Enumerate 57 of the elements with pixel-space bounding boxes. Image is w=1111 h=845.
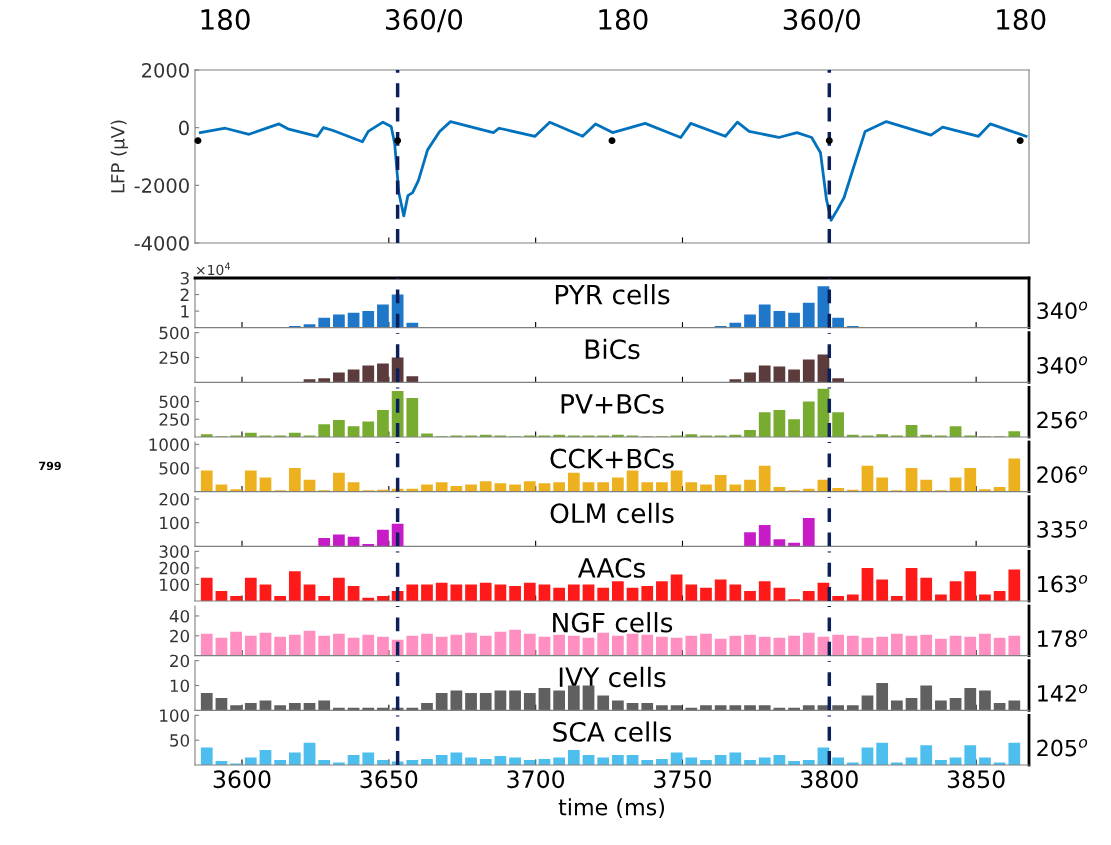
y-tick-label: 1000: [149, 438, 190, 451]
y-tick-label: 20: [170, 629, 190, 643]
y-tick-label: 500: [159, 461, 190, 475]
text: 256$^{o}$: [1037, 410, 1088, 429]
y-tick-label: 250: [159, 413, 190, 426]
text: 206$^{o}$: [1037, 465, 1088, 484]
y-tick-label: 100: [160, 516, 190, 530]
text: 178$^{o}$: [1038, 629, 1088, 648]
y-tick-label: 0: [179, 120, 189, 136]
x-tick-label: 3850: [947, 770, 1005, 789]
x-axis-title: time (ms): [558, 798, 665, 819]
chart-title: IVY cells: [559, 666, 666, 688]
text: 360/0: [386, 9, 463, 33]
text: 163$^{o}$: [1038, 574, 1088, 593]
x-tick-label: 3800: [801, 770, 858, 789]
y-tick-label: 100: [160, 709, 190, 722]
text: 340$^{o}$: [1037, 301, 1088, 320]
chart-title: BiCs: [585, 338, 640, 360]
text: 360/0: [783, 9, 860, 33]
text: ×10$^{4}$: [196, 262, 231, 276]
chart-title: PYR cells: [555, 284, 670, 305]
chart-title: AACs: [577, 557, 645, 578]
y-tick-label: 2: [180, 288, 189, 301]
text: 142$^{o}$: [1038, 684, 1088, 702]
y-tick-label: 100: [160, 578, 190, 592]
text: 180: [599, 9, 648, 31]
y-tick-label: 2000: [142, 62, 189, 78]
y-tick-label: 500: [159, 395, 190, 409]
text: 180: [997, 9, 1046, 31]
x-tick-label: 3650: [360, 770, 418, 789]
text: 205$^{o}$: [1037, 738, 1088, 757]
chart-title: PV+BCs: [561, 393, 664, 414]
y-tick-label: 10: [170, 679, 190, 693]
text: 180: [201, 9, 250, 31]
chart-title: CCK+BCs: [550, 448, 674, 469]
y-tick-label: 500: [159, 326, 190, 340]
chart-title: SCA cells: [553, 721, 672, 742]
y-tick-label: -4000: [134, 235, 189, 251]
y-tick-label: -2000: [134, 178, 189, 193]
chart-title: NGF cells: [553, 612, 673, 633]
y-tick-label: 20: [170, 654, 190, 668]
y-tick-label: 300: [159, 545, 190, 558]
y-tick-label: 200: [159, 492, 190, 506]
y-tick-label: 40: [169, 609, 190, 623]
y-tick-label: 50: [170, 734, 190, 747]
text: 335$^{o}$: [1037, 520, 1088, 538]
x-tick-label: 3700: [507, 770, 565, 789]
chart-title: OLM cells: [550, 502, 674, 524]
y-tick-label: 1: [181, 305, 189, 318]
y-tick-label: 250: [159, 351, 190, 365]
x-tick-label: 3600: [213, 770, 271, 789]
text: 799: [39, 461, 61, 471]
y-axis-title: LFP (μV): [110, 120, 129, 193]
text: 340$^{o}$: [1037, 356, 1088, 374]
y-tick-label: 3: [180, 271, 189, 285]
y-tick-label: 200: [159, 561, 190, 575]
x-tick-label: 3750: [654, 770, 711, 789]
